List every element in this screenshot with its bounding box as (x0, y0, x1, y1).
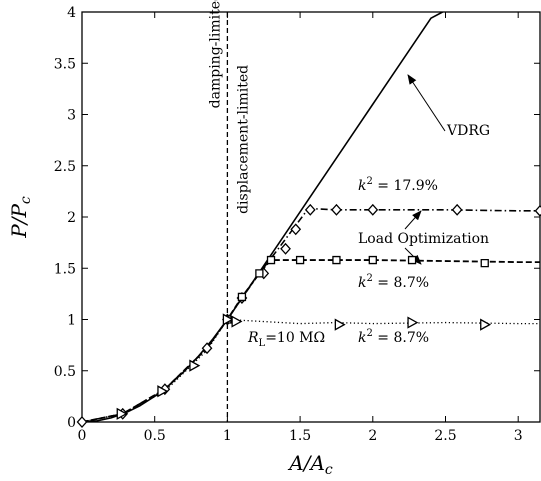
series-4-marker (231, 315, 243, 328)
series-4-marker (157, 385, 169, 398)
series-2-marker (76, 416, 88, 428)
axis-ticks: 0 0.5 1 1.5 2 2.5 3 0 0.5 1 1.5 2 2.5 3 3.5 4 (54, 5, 540, 444)
y-tick-label: 2 (67, 210, 76, 226)
y-tick-label: 3 (67, 108, 76, 124)
k2-mid-label: k2 = 8.7% (358, 273, 429, 291)
series-4-marker (407, 316, 419, 329)
series-4-marker (116, 407, 128, 420)
x-tick-label: 0.5 (144, 428, 166, 444)
x-tick-label: 2 (368, 428, 377, 444)
series-3-marker (480, 258, 489, 268)
load-optimization-label: Load Optimization (358, 231, 489, 247)
series-line-4 (82, 318, 540, 422)
series-2-marker (534, 204, 541, 217)
vdrg-arrow (407, 74, 446, 132)
y-axis-label: P/Pc (7, 196, 34, 239)
x-tick-label: 3 (514, 428, 523, 444)
series-3-marker (237, 292, 247, 302)
series-3-marker (255, 269, 264, 278)
y-tick-label: 0 (67, 415, 76, 431)
displacement-limited-label: displacement-limited (235, 65, 251, 214)
series-4-marker (189, 359, 201, 372)
x-tick-label: 1.5 (289, 428, 311, 444)
series-3-marker (295, 255, 305, 265)
k2-high-label: k2 = 17.9% (358, 176, 438, 194)
y-tick-label: 0.5 (54, 364, 76, 380)
y-tick-label: 1 (67, 313, 76, 329)
vdrg-label: VDRG (446, 123, 490, 139)
y-tick-label: 1.5 (54, 261, 76, 277)
rl-label: RL=10 MΩ (247, 330, 325, 349)
damping-limited-label: damping-limited (207, 0, 223, 108)
series-3-marker (266, 255, 276, 265)
y-tick-label: 4 (67, 5, 76, 21)
series-2-marker (367, 203, 379, 216)
series-2-marker (290, 223, 302, 236)
series-3-marker (407, 255, 417, 265)
y-tick-label: 3.5 (54, 56, 76, 72)
series-3-marker (332, 255, 341, 265)
load-opt-arrow-up (404, 210, 422, 230)
x-tick-label: 0 (78, 428, 87, 444)
x-tick-label: 2.5 (434, 428, 456, 444)
x-axis-label: A/Ac (287, 451, 333, 478)
series-4-marker (222, 313, 234, 326)
series-2-marker (451, 203, 463, 216)
x-tick-label: 1 (223, 428, 232, 444)
series-line-3 (82, 259, 540, 422)
series-4-marker (334, 318, 346, 331)
k2-low-label: k2 = 8.7% (358, 328, 429, 346)
series-4-marker (480, 318, 492, 331)
series-2-marker (201, 342, 213, 355)
y-tick-label: 2.5 (54, 159, 76, 175)
series-2-marker (304, 203, 316, 216)
series-2-marker (331, 203, 342, 216)
annotations: damping-limited displacement-limited VDRG k… (207, 0, 490, 349)
markers (76, 203, 541, 428)
series-2-marker (280, 242, 291, 255)
series-3-marker (368, 255, 377, 265)
